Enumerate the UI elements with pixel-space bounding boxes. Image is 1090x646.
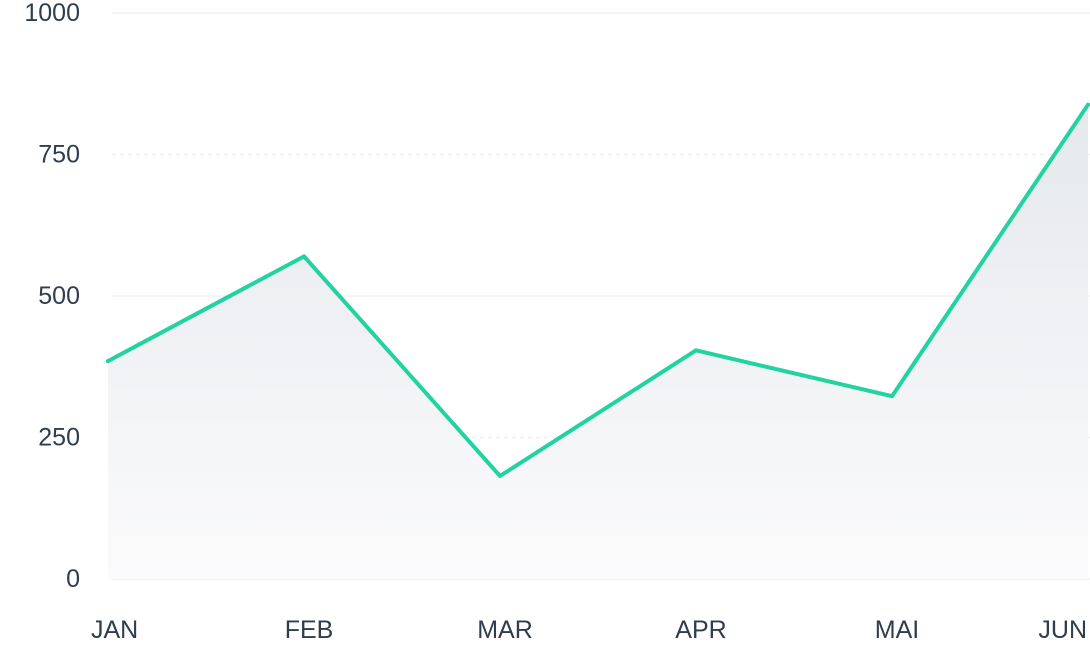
- x-tick-label-feb: FEB: [285, 616, 334, 644]
- x-tick-label-mai: MAI: [875, 616, 919, 644]
- y-tick-label: 0: [66, 565, 80, 593]
- y-tick-label: 750: [38, 141, 80, 169]
- x-tick-label-jun: JUN: [1038, 616, 1087, 644]
- y-tick-label: 250: [38, 424, 80, 452]
- data-point-feb: [302, 254, 306, 259]
- x-axis: JAN FEB MAR APR MAI JUN: [91, 616, 1087, 644]
- y-tick-label: 1000: [24, 0, 80, 27]
- data-point-jan: [106, 359, 110, 364]
- x-tick-label-apr: APR: [675, 616, 726, 644]
- series-area: [108, 104, 1088, 579]
- data-point-jun: [1086, 102, 1090, 107]
- series: [106, 102, 1090, 579]
- y-axis: 0 250 500 750 1000: [24, 0, 80, 593]
- data-point-mai: [890, 394, 894, 399]
- x-tick-label-mar: MAR: [477, 616, 533, 644]
- data-point-apr: [694, 348, 698, 353]
- data-point-mar: [498, 473, 502, 478]
- x-tick-label-jan: JAN: [91, 616, 138, 644]
- series-line: [106, 102, 1090, 478]
- y-tick-label: 500: [38, 282, 80, 310]
